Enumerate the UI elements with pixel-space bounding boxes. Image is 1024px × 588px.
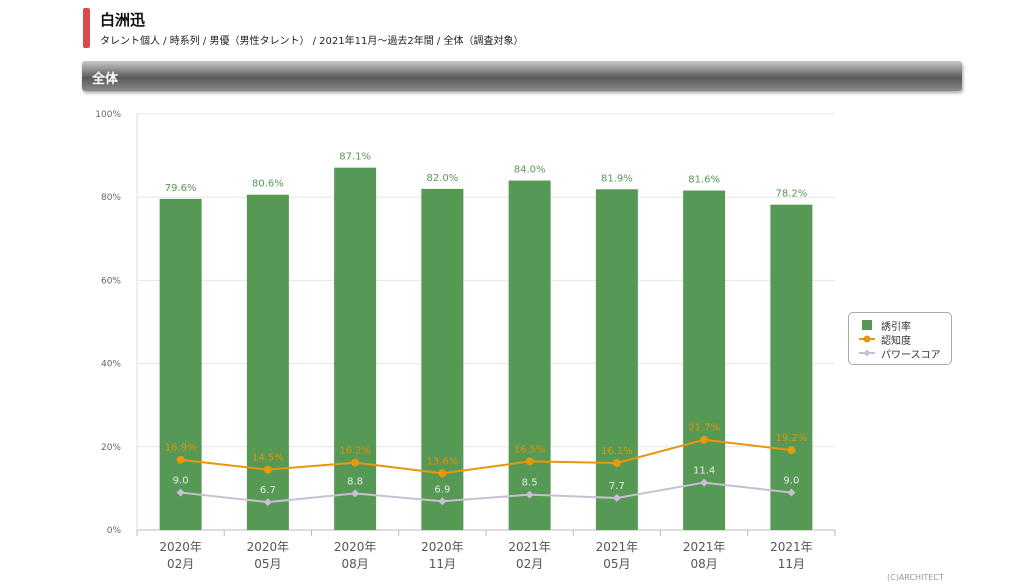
bar xyxy=(334,167,377,530)
x-tick-label: 02月 xyxy=(516,557,543,571)
awareness-point xyxy=(438,469,447,478)
x-tick-label: 05月 xyxy=(603,557,630,571)
legend-item-attraction[interactable]: 誘引率 xyxy=(859,318,911,333)
title-accent xyxy=(83,8,90,48)
legend-label: 誘引率 xyxy=(881,321,911,333)
y-tick-label: 60% xyxy=(101,276,121,286)
copyright: (C)ARCHITECT xyxy=(887,573,944,582)
legend-label: 認知度 xyxy=(881,335,911,347)
x-tick-label: 11月 xyxy=(778,557,805,571)
bar xyxy=(421,188,464,530)
awareness-data-label: 16.1% xyxy=(601,446,633,457)
bar xyxy=(508,180,551,530)
y-tick-label: 20% xyxy=(101,443,121,453)
x-tick-label: 2021年 xyxy=(508,540,551,554)
bar-data-label: 78.2% xyxy=(775,189,807,200)
power-point xyxy=(787,488,796,497)
awareness-data-label: 16.9% xyxy=(165,443,197,454)
bar-data-label: 81.9% xyxy=(601,173,633,184)
bar-data-label: 82.0% xyxy=(426,173,458,184)
x-tick-label: 02月 xyxy=(167,557,194,571)
bar-data-label: 84.0% xyxy=(514,165,546,176)
power-point xyxy=(700,478,709,487)
awareness-line xyxy=(180,438,792,475)
x-tick-label: 2020年 xyxy=(159,540,202,554)
bar xyxy=(595,189,638,530)
x-tick-label: 2021年 xyxy=(683,540,726,554)
power-data-label: 7.7 xyxy=(609,481,625,492)
legend: 誘引率 認知度 パワースコア xyxy=(848,312,952,365)
awareness-data-label: 21.7% xyxy=(688,423,720,434)
legend-line-dot-icon xyxy=(859,335,875,343)
x-tick-label: 08月 xyxy=(341,557,368,571)
awareness-data-label: 13.6% xyxy=(426,456,458,467)
power-line xyxy=(180,481,792,504)
awareness-data-label: 16.2% xyxy=(339,446,371,457)
x-tick-label: 2020年 xyxy=(334,540,377,554)
x-tick-label: 2020年 xyxy=(421,540,464,554)
section-header: 全体 xyxy=(82,61,962,91)
y-tick-label: 100% xyxy=(95,110,121,120)
bar-data-label: 81.6% xyxy=(688,175,720,186)
x-tick-label: 11月 xyxy=(429,557,456,571)
y-tick-label: 0% xyxy=(107,526,122,536)
page-title: 白洲迅 xyxy=(100,11,146,29)
power-point xyxy=(263,498,272,507)
x-tick-label: 2020年 xyxy=(247,540,290,554)
breadcrumb: タレント個人 / 時系列 / 男優（男性タレント） / 2021年11月〜過去2… xyxy=(100,36,524,47)
awareness-data-label: 14.5% xyxy=(252,453,284,464)
power-point xyxy=(438,497,447,506)
legend-square-icon xyxy=(862,320,872,330)
legend-item-power[interactable]: パワースコア xyxy=(859,346,941,361)
x-tick-label: 08月 xyxy=(690,557,717,571)
bar-data-label: 80.6% xyxy=(252,179,284,190)
power-data-label: 9.0 xyxy=(173,476,189,487)
bar xyxy=(770,204,813,531)
awareness-point xyxy=(700,435,709,444)
awareness-point xyxy=(351,458,360,467)
legend-label: パワースコア xyxy=(881,349,941,361)
power-data-label: 9.0 xyxy=(783,476,799,487)
power-point xyxy=(351,489,360,498)
section-title: 全体 xyxy=(92,72,119,87)
legend-item-awareness[interactable]: 認知度 xyxy=(859,332,911,347)
awareness-point xyxy=(176,455,185,464)
bar-data-label: 87.1% xyxy=(339,152,371,163)
bar xyxy=(159,198,202,530)
power-point xyxy=(612,493,621,502)
power-data-label: 11.4 xyxy=(693,466,715,477)
awareness-point xyxy=(612,459,621,468)
y-tick-label: 80% xyxy=(101,193,121,203)
awareness-point xyxy=(263,465,272,474)
x-tick-label: 2021年 xyxy=(770,540,813,554)
power-data-label: 8.8 xyxy=(347,476,363,487)
awareness-data-label: 19.2% xyxy=(775,433,807,444)
awareness-data-label: 16.5% xyxy=(514,444,546,455)
power-point xyxy=(176,488,185,497)
legend-line-diamond-icon xyxy=(859,349,875,357)
x-tick-label: 2021年 xyxy=(596,540,639,554)
bar xyxy=(246,194,289,531)
power-data-label: 6.9 xyxy=(434,484,450,495)
x-tick-label: 05月 xyxy=(254,557,281,571)
bar xyxy=(683,190,726,530)
bar-data-label: 79.6% xyxy=(165,183,197,194)
awareness-point xyxy=(525,457,534,466)
power-data-label: 8.5 xyxy=(522,478,538,489)
power-point xyxy=(525,490,534,499)
y-tick-label: 40% xyxy=(101,360,121,370)
power-data-label: 6.7 xyxy=(260,485,276,496)
awareness-point xyxy=(787,446,796,455)
